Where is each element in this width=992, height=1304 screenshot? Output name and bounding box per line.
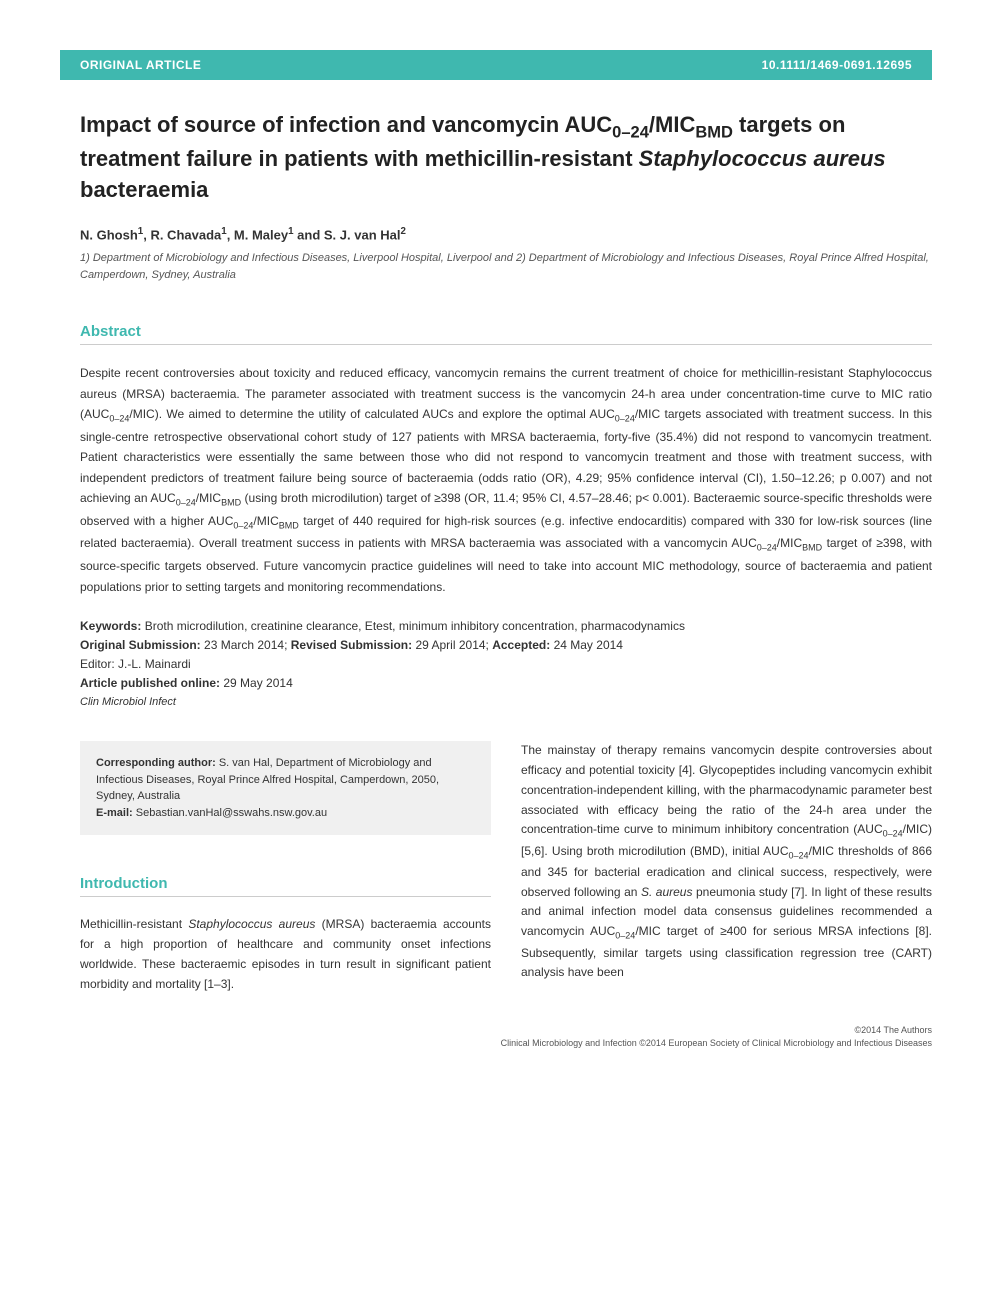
- page-footer: ©2014 The Authors Clinical Microbiology …: [80, 1024, 932, 1049]
- revised-submission-value: 29 April 2014;: [415, 638, 488, 652]
- doi-label: 10.1111/1469-0691.12695: [762, 58, 912, 72]
- corresponding-label: Corresponding author:: [96, 757, 216, 769]
- original-submission-label: Original Submission:: [80, 638, 201, 652]
- abstract-heading: Abstract: [80, 323, 932, 345]
- article-title: Impact of source of infection and vancom…: [80, 110, 932, 206]
- right-column: The mainstay of therapy remains vancomyc…: [521, 741, 932, 994]
- original-submission-value: 23 March 2014;: [204, 638, 287, 652]
- header-bar: ORIGINAL ARTICLE 10.1111/1469-0691.12695: [60, 50, 932, 80]
- accepted-value: 24 May 2014: [554, 638, 623, 652]
- left-column: Corresponding author: S. van Hal, Depart…: [80, 741, 491, 994]
- author-list: N. Ghosh1, R. Chavada1, M. Maley1 and S.…: [80, 226, 932, 242]
- email-value: Sebastian.vanHal@sswahs.nsw.gov.au: [136, 807, 327, 819]
- published-online-value: 29 May 2014: [223, 676, 292, 690]
- two-column-section: Corresponding author: S. van Hal, Depart…: [80, 741, 932, 994]
- email-label: E-mail:: [96, 807, 133, 819]
- revised-submission-label: Revised Submission:: [291, 638, 412, 652]
- article-meta: Keywords: Broth microdilution, creatinin…: [80, 617, 932, 711]
- keywords-label: Keywords:: [80, 619, 141, 633]
- corresponding-author-box: Corresponding author: S. van Hal, Depart…: [80, 741, 491, 835]
- journal-name: Clin Microbiol Infect: [80, 694, 932, 712]
- keywords-value: Broth microdilution, creatinine clearanc…: [145, 619, 685, 633]
- article-type-label: ORIGINAL ARTICLE: [80, 58, 201, 72]
- copyright-line-2: Clinical Microbiology and Infection ©201…: [80, 1037, 932, 1050]
- published-online-label: Article published online:: [80, 676, 220, 690]
- abstract-text: Despite recent controversies about toxic…: [80, 363, 932, 596]
- accepted-label: Accepted:: [492, 638, 550, 652]
- introduction-right-text: The mainstay of therapy remains vancomyc…: [521, 741, 932, 983]
- copyright-line-1: ©2014 The Authors: [80, 1024, 932, 1037]
- editor-line: Editor: J.-L. Mainardi: [80, 655, 932, 674]
- affiliations: 1) Department of Microbiology and Infect…: [80, 250, 932, 283]
- introduction-left-text: Methicillin-resistant Staphylococcus aur…: [80, 915, 491, 994]
- article-page: ORIGINAL ARTICLE 10.1111/1469-0691.12695…: [0, 0, 992, 1080]
- introduction-heading: Introduction: [80, 875, 491, 897]
